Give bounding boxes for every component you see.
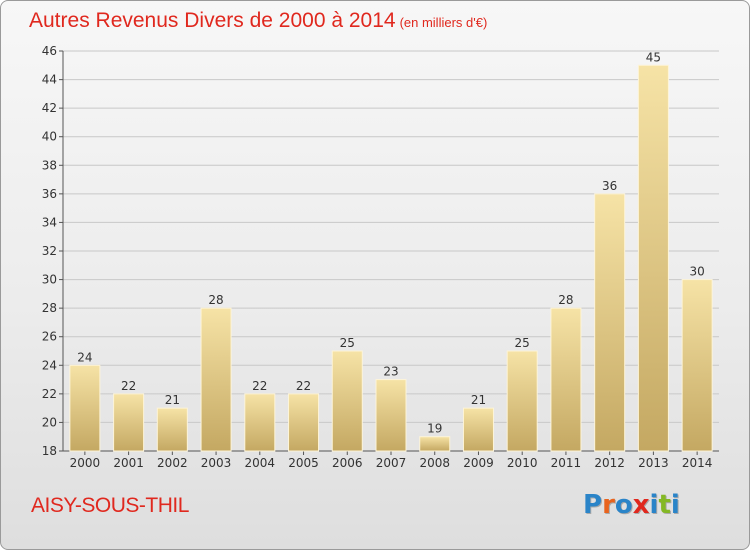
x-tick-label: 2006 — [332, 456, 363, 470]
chart-title: Autres Revenus Divers de 2000 à 2014 (en … — [29, 9, 487, 33]
y-tick-label: 42 — [42, 101, 57, 115]
data-label: 36 — [602, 179, 617, 193]
y-tick-label: 40 — [42, 130, 57, 144]
title-text: Autres Revenus Divers de 2000 à 2014 — [29, 9, 396, 32]
x-tick-label: 2009 — [463, 456, 494, 470]
data-label: 25 — [515, 336, 530, 350]
y-tick-label: 44 — [42, 73, 57, 87]
x-tick-label: 2005 — [288, 456, 319, 470]
data-label: 22 — [252, 379, 267, 393]
bar — [637, 64, 669, 452]
x-tick-label: 2010 — [507, 456, 538, 470]
x-tick-label: 2013 — [638, 456, 669, 470]
data-label: 30 — [689, 265, 704, 279]
data-label: 24 — [77, 350, 92, 364]
data-label: 21 — [165, 393, 180, 407]
y-tick-label: 28 — [42, 301, 57, 315]
bar — [200, 307, 232, 452]
y-tick-label: 46 — [42, 44, 57, 58]
y-tick-label: 20 — [42, 415, 57, 429]
bar — [462, 407, 494, 452]
bar — [288, 393, 320, 452]
y-tick-label: 32 — [42, 244, 57, 258]
y-tick-label: 18 — [42, 444, 57, 458]
bar — [113, 393, 145, 452]
bar — [331, 350, 363, 452]
bars — [69, 64, 713, 452]
logo-letter: t — [658, 490, 671, 520]
data-label: 22 — [121, 379, 136, 393]
bar — [375, 379, 407, 452]
x-tick-label: 2001 — [113, 456, 144, 470]
x-tick-label: 2012 — [594, 456, 625, 470]
bar — [594, 193, 626, 452]
chart-subtitle: (en milliers d'€) — [399, 15, 488, 30]
data-label: 23 — [383, 365, 398, 379]
y-tick-label: 36 — [42, 187, 57, 201]
y-tick-label: 24 — [42, 358, 57, 372]
data-label: 25 — [340, 336, 355, 350]
x-tick-label: 2007 — [376, 456, 407, 470]
x-tick-label: 2003 — [201, 456, 232, 470]
x-tick-label: 2011 — [551, 456, 582, 470]
data-label: 22 — [296, 379, 311, 393]
x-tick-label: 2000 — [70, 456, 101, 470]
y-tick-label: 34 — [42, 215, 57, 229]
logo-letter: o — [614, 490, 633, 520]
bar — [550, 307, 582, 452]
data-label: 19 — [427, 422, 442, 436]
x-tick-label: 2004 — [245, 456, 276, 470]
x-tick-label: 2002 — [157, 456, 188, 470]
data-label: 28 — [558, 293, 573, 307]
bar — [244, 393, 276, 452]
bar — [69, 364, 101, 452]
logo-letter: x — [632, 490, 650, 520]
x-tick-label: 2008 — [419, 456, 450, 470]
data-label: 21 — [471, 393, 486, 407]
labels: 18 20 22 24 26 28 30 32 34 36 38 40 42 44 46 2000 24 2001… — [42, 44, 713, 470]
logo-letter: i — [649, 490, 659, 520]
y-tick-label: 22 — [42, 387, 57, 401]
bar — [506, 350, 538, 452]
logo-letter: i — [670, 490, 680, 520]
bar — [156, 407, 188, 452]
bar — [419, 436, 451, 452]
logo-letter: r — [602, 490, 615, 520]
y-tick-label: 38 — [42, 158, 57, 172]
proxiti-logo[interactable]: Proxiti — [583, 490, 680, 520]
city-name: AISY-SOUS-THIL — [31, 494, 189, 517]
y-tick-label: 26 — [42, 330, 57, 344]
x-tick-label: 2014 — [682, 456, 713, 470]
data-label: 45 — [646, 50, 661, 64]
logo-letter: P — [583, 490, 603, 520]
bar — [681, 279, 713, 452]
data-label: 28 — [208, 293, 223, 307]
y-tick-label: 30 — [42, 273, 57, 287]
